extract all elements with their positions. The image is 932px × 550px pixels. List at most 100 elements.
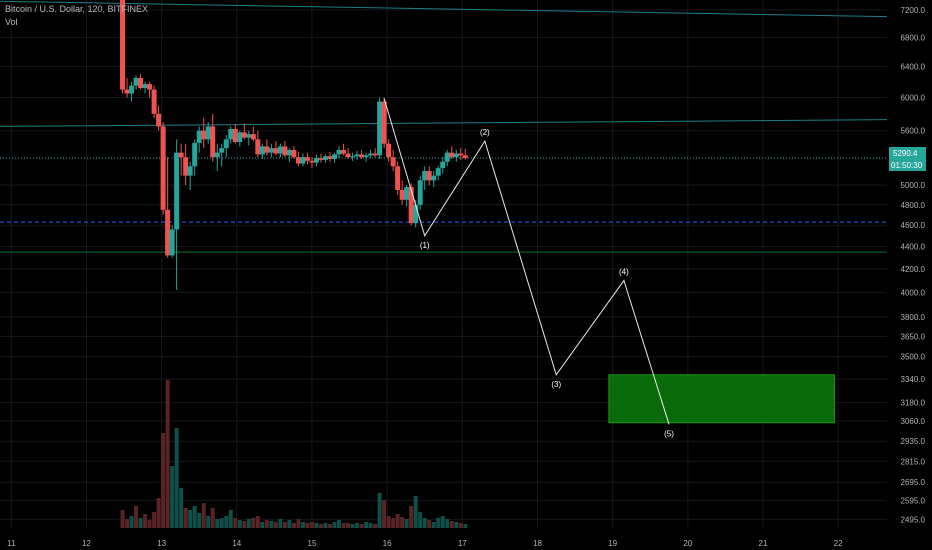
time-tick-label: 16 xyxy=(383,539,392,548)
volume-bar xyxy=(233,518,238,528)
volume-bar xyxy=(400,517,405,528)
volume-bar xyxy=(413,496,418,528)
price-tick-label: 5600.0 xyxy=(901,127,926,136)
price-tag: 5290.4 01:50:30 xyxy=(889,147,926,171)
time-tick-label: 20 xyxy=(683,539,692,548)
volume-bar xyxy=(120,510,125,528)
candle-body xyxy=(124,89,130,94)
time-tick-label: 15 xyxy=(308,539,317,548)
volume-bar xyxy=(215,519,220,528)
price-tick-label: 4000.0 xyxy=(901,288,926,297)
candle-body xyxy=(291,149,297,158)
candle-body xyxy=(183,157,189,176)
price-axis[interactable]: 7200.0 6800.0 6400.0 6000.0 5600.0 5000.0 4800… xyxy=(901,6,926,524)
volume-bar xyxy=(156,498,161,528)
volume-bar xyxy=(210,508,215,528)
time-tick-label: 14 xyxy=(232,539,241,548)
candle-body xyxy=(273,148,279,154)
volume-bar xyxy=(404,519,409,528)
volume-bar xyxy=(206,516,211,528)
candle-body xyxy=(313,158,319,163)
candle-body xyxy=(435,168,441,176)
wave-label: (4) xyxy=(619,268,629,277)
volume-bar xyxy=(368,523,373,528)
candle-body xyxy=(255,139,261,155)
volume-bar xyxy=(341,523,346,528)
candle-body xyxy=(201,130,207,140)
volume-indicator-label[interactable]: Vol xyxy=(5,17,18,27)
time-tick-label: 12 xyxy=(82,539,91,548)
candle-body xyxy=(431,175,437,181)
price-tick-label: 3340.0 xyxy=(901,375,926,384)
volume-bar xyxy=(251,518,256,528)
volume-bar xyxy=(359,524,364,528)
volume-bar xyxy=(314,523,319,528)
candle-body xyxy=(165,209,171,256)
volume-bar xyxy=(188,510,193,528)
price-tick-label: 3180.0 xyxy=(901,399,926,408)
volume-bar xyxy=(237,520,242,528)
candle-body xyxy=(390,157,396,167)
volume-bar xyxy=(201,503,206,528)
volume-bar xyxy=(427,520,432,528)
time-axis[interactable]: 11 12 13 14 15 16 17 18 19 20 21 22 xyxy=(7,539,843,548)
price-tick-label: 6000.0 xyxy=(901,94,926,103)
volume-bar xyxy=(440,516,445,528)
candle-body xyxy=(444,152,450,162)
candle-body xyxy=(458,153,464,156)
volume-bar xyxy=(463,524,468,528)
horizontal-lines xyxy=(0,0,888,253)
candle-body xyxy=(241,132,247,138)
candle-body xyxy=(151,89,157,114)
target-zone xyxy=(608,374,835,424)
volume-bar xyxy=(260,522,265,528)
candle-body xyxy=(354,154,360,157)
volume-bar xyxy=(418,512,423,528)
volume-bar xyxy=(373,524,378,528)
volume-bar xyxy=(449,521,454,528)
volume-bar xyxy=(323,523,328,528)
candle-body xyxy=(404,187,410,200)
candle-body xyxy=(440,161,446,169)
time-tick-label: 19 xyxy=(608,539,617,548)
volume-bar xyxy=(138,518,143,528)
volume-bar xyxy=(278,519,283,528)
volume-bar xyxy=(309,522,314,528)
volume-bar xyxy=(431,522,436,528)
volume-bar xyxy=(246,519,251,528)
volume-bar xyxy=(382,500,387,528)
price-tick-label: 7200.0 xyxy=(901,6,926,15)
candle-body xyxy=(160,126,166,210)
price-tick-label: 4600.0 xyxy=(901,221,926,230)
candle-body xyxy=(129,85,135,94)
candle-body xyxy=(408,187,414,224)
volume-bar xyxy=(364,522,369,528)
candle-body xyxy=(453,153,459,158)
candle-body xyxy=(133,77,139,86)
candle-body xyxy=(368,153,374,156)
candle-body xyxy=(386,143,392,158)
candle-body xyxy=(246,134,252,138)
candle-body xyxy=(377,101,383,156)
price-tick-label: 2595.0 xyxy=(901,496,926,505)
volume-bar xyxy=(305,523,310,528)
price-tick-label: 2815.0 xyxy=(901,457,926,466)
candle-body xyxy=(259,146,265,155)
volume-bar xyxy=(170,466,175,528)
volume-bar xyxy=(395,514,400,528)
candle-body xyxy=(228,128,234,140)
volume-bar xyxy=(228,510,233,528)
candle-body xyxy=(286,149,292,156)
candle-body xyxy=(219,148,225,153)
price-tick-label: 4800.0 xyxy=(901,201,926,210)
price-tick-label: 6400.0 xyxy=(901,63,926,72)
volume-bar xyxy=(269,521,274,528)
volume-bar xyxy=(219,518,224,528)
grid xyxy=(0,0,887,528)
candle-body xyxy=(282,146,288,156)
price-tick-label: 6800.0 xyxy=(901,33,926,42)
symbol-title[interactable]: Bitcoin / U.S. Dollar, 120, BITFINEX xyxy=(5,4,149,14)
candle-body xyxy=(381,101,387,144)
candle-body xyxy=(327,156,333,159)
